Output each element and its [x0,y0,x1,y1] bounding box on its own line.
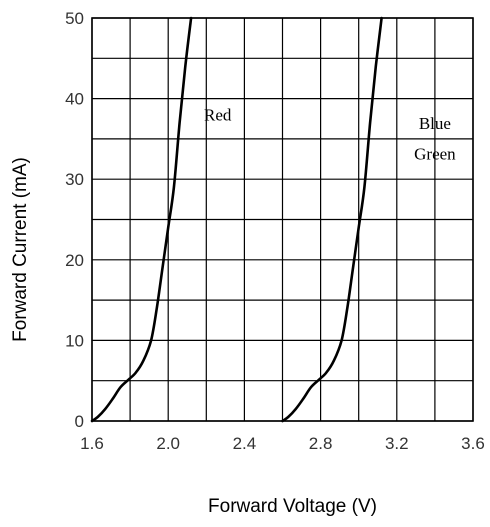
y-tick-label: 30 [65,170,84,189]
y-tick-label: 50 [65,9,84,28]
x-tick-label: 2.4 [233,434,257,453]
y-tick-label: 0 [75,412,84,431]
y-axis-title: Forward Current (mA) [10,157,31,342]
annotations: Red Blue Green [204,106,456,164]
curves [90,16,383,423]
series-label-blue: Blue [419,114,451,133]
y-tick-label: 10 [65,331,84,350]
x-tick-label: 3.2 [385,434,409,453]
series-label-green: Green [414,144,456,163]
series-label-red: Red [204,106,232,125]
tick-labels: 1.6 2.0 2.4 2.8 3.2 3.6 0 10 20 30 40 50 [65,9,485,453]
grid [91,17,474,422]
x-tick-label: 3.6 [461,434,485,453]
series-line-1 [281,16,383,423]
y-tick-label: 40 [65,90,84,109]
x-tick-label: 2.8 [309,434,333,453]
x-axis-title: Forward Voltage (V) [208,496,377,517]
x-tick-label: 2.0 [156,434,180,453]
series-line-0 [90,16,193,423]
y-tick-label: 20 [65,251,84,270]
x-tick-label: 1.6 [80,434,104,453]
